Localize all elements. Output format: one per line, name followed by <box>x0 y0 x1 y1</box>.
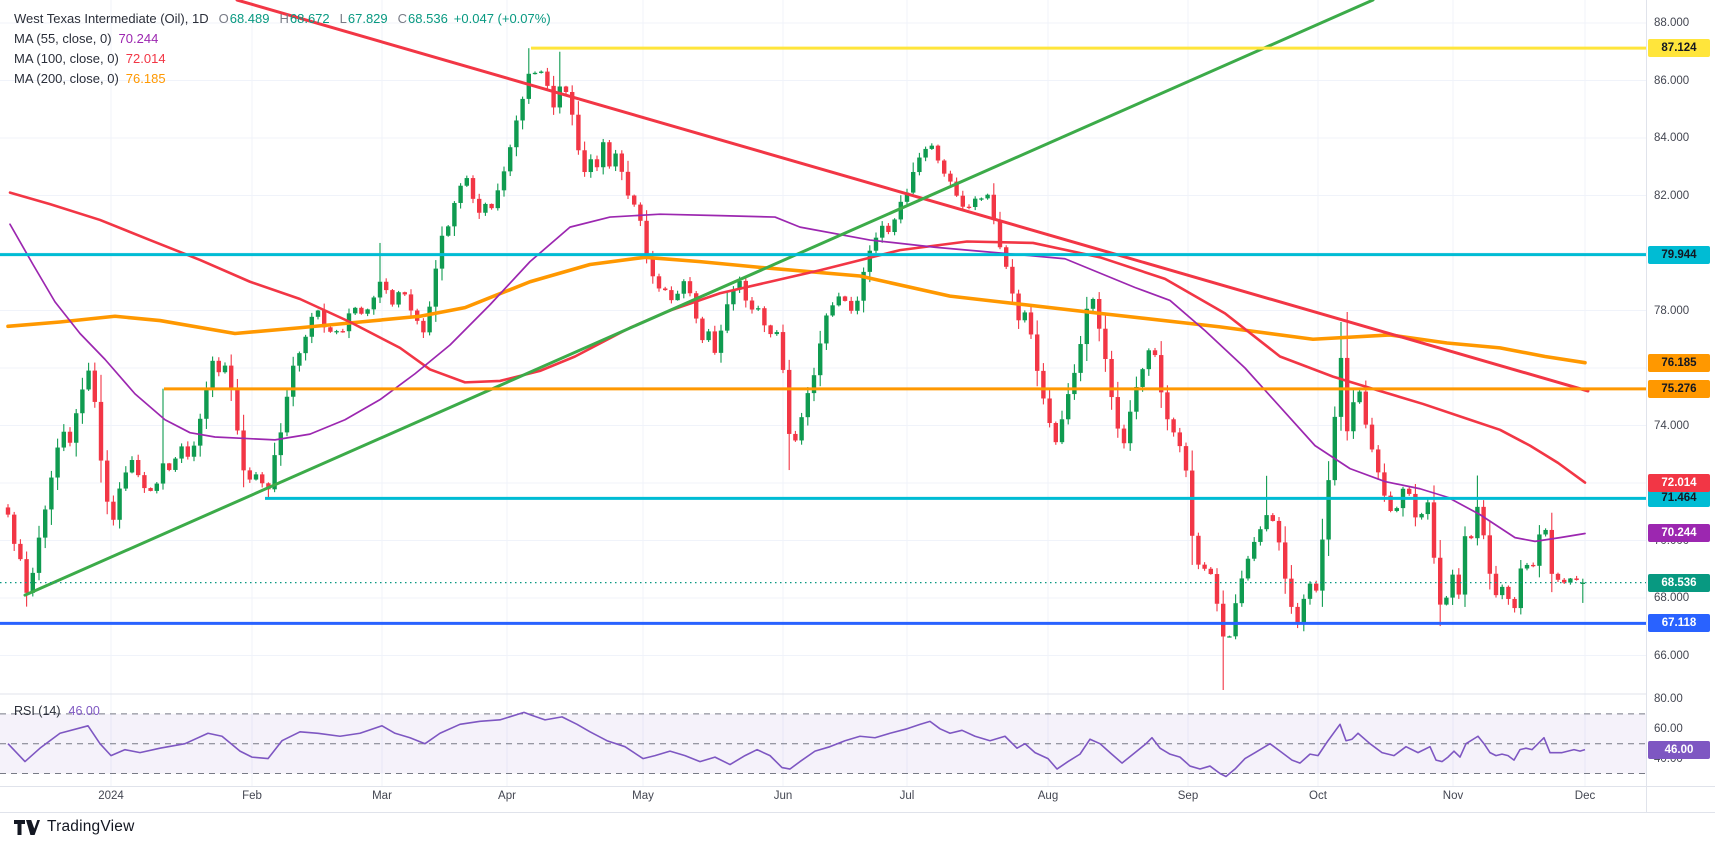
ma200-legend-row[interactable]: MA (200, close, 0) 76.185 <box>14 70 551 87</box>
level-price-badge: 71.464 <box>1648 489 1710 508</box>
ma100-label: MA (100, close, 0) <box>14 51 119 66</box>
level-price-badge: 67.118 <box>1648 614 1710 633</box>
price-axis-label: 60.00 <box>1654 722 1683 735</box>
price-axis-label: 86.000 <box>1654 74 1690 87</box>
ma100-legend-row[interactable]: MA (100, close, 0) 72.014 <box>14 50 551 67</box>
price-axis-label: 84.000 <box>1654 132 1690 144</box>
price-axis-label: 82.000 <box>1654 189 1690 202</box>
level-price-badge: 75.276 <box>1648 379 1710 398</box>
ma100-value: 72.014 <box>125 51 166 66</box>
price-axis-label: 80.00 <box>1654 693 1683 705</box>
legend: West Texas Intermediate (Oil), 1D O68.48… <box>14 10 551 90</box>
time-axis-label-feb: Feb <box>242 790 262 802</box>
rsi-legend-row[interactable]: RSI (14) 46.00 <box>14 704 100 718</box>
time-axis-label-apr: Apr <box>498 790 516 802</box>
last-price-badge: 68.536 <box>1648 573 1710 592</box>
symbol-title: West Texas Intermediate (Oil), 1D <box>14 11 209 26</box>
time-axis-label-jun: Jun <box>773 790 793 802</box>
price-axis-label: 66.000 <box>1654 649 1690 662</box>
symbol-legend-row[interactable]: West Texas Intermediate (Oil), 1D O68.48… <box>14 10 551 27</box>
footer-branding[interactable]: TradingView <box>14 818 135 836</box>
time-axis-label-oct: Oct <box>1309 790 1327 802</box>
ma-price-badge: 70.244 <box>1648 524 1710 543</box>
ohlc-open: O68.489 <box>218 11 270 26</box>
chart-canvas[interactable] <box>0 0 1646 812</box>
ohlc-low: L67.829 <box>339 11 388 26</box>
time-axis-label-2024: 2024 <box>98 790 124 802</box>
widget-bottom-border <box>0 812 1715 813</box>
ma200-label: MA (200, close, 0) <box>14 71 119 86</box>
axis-border <box>1646 0 1647 812</box>
ma55-legend-row[interactable]: MA (55, close, 0) 70.244 <box>14 30 551 47</box>
ma55-value: 70.244 <box>118 31 159 46</box>
time-axis-label-jul: Jul <box>899 790 915 802</box>
ohlc-high: H68.672 <box>279 11 330 26</box>
tradingview-logo-icon <box>14 819 40 835</box>
time-axis-label-aug: Aug <box>1037 790 1059 802</box>
time-axis-label-nov: Nov <box>1442 790 1464 802</box>
price-axis-label: 68.000 <box>1654 592 1690 604</box>
ma-price-badge: 72.014 <box>1648 473 1710 492</box>
price-change: +0.047 (+0.07%) <box>453 11 551 26</box>
ma55-label: MA (55, close, 0) <box>14 31 112 46</box>
ma200-value: 76.185 <box>125 71 166 86</box>
rsi-value-badge: 46.00 <box>1648 740 1710 759</box>
price-axis-label: 74.000 <box>1654 419 1690 432</box>
tradingview-logo-text: TradingView <box>47 818 135 835</box>
price-axis-label: 88.000 <box>1654 17 1690 29</box>
time-axis-label-may: May <box>632 790 654 802</box>
ma-price-badge: 76.185 <box>1648 353 1710 372</box>
level-price-badge: 79.944 <box>1648 245 1710 264</box>
rsi-value: 46.00 <box>68 704 100 718</box>
time-axis-label-sep: Sep <box>1177 790 1199 802</box>
time-axis-border <box>0 786 1715 787</box>
ohlc-close: C68.536 <box>397 11 448 26</box>
rsi-label: RSI (14) <box>14 704 61 718</box>
price-axis-label: 78.000 <box>1654 304 1690 317</box>
time-axis-label-dec: Dec <box>1574 790 1596 802</box>
level-price-badge: 87.124 <box>1648 39 1710 58</box>
time-axis-label-mar: Mar <box>372 790 392 802</box>
